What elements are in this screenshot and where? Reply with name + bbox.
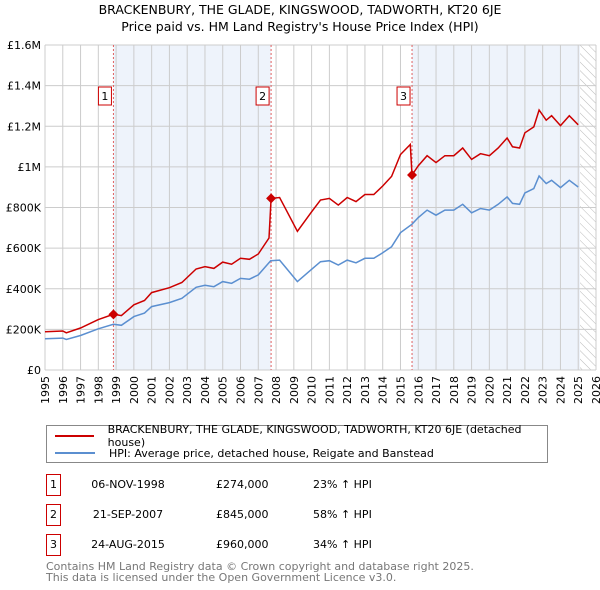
x-tick-label: 1998 (92, 376, 105, 404)
x-tick-label: 2003 (181, 376, 194, 404)
x-tick-label: 2011 (323, 376, 336, 404)
sale-label-box (396, 86, 411, 106)
x-tick-label: 2015 (394, 376, 407, 404)
sale-number: 1 (46, 474, 61, 496)
sale-number: 2 (46, 504, 61, 526)
property-price-line (44, 108, 579, 334)
x-tick-label: 2021 (501, 376, 514, 404)
sale-price: £845,000 (216, 508, 269, 521)
sale-price: £274,000 (216, 478, 269, 491)
y-tick-label: £1.4M (7, 80, 41, 93)
legend-item-property: BRACKENBURY, THE GLADE, KINGSWOOD, TADWO… (55, 423, 547, 449)
x-tick-label: 2007 (252, 376, 265, 404)
chart-title: BRACKENBURY, THE GLADE, KINGSWOOD, TADWO… (98, 2, 502, 17)
y-tick-label: £1M (18, 161, 42, 174)
chart-subtitle: Price paid vs. HM Land Registry's House … (121, 19, 479, 34)
x-tick-label: 1999 (110, 376, 123, 404)
x-tick-label: 2014 (377, 376, 390, 404)
x-tick-label: 2006 (235, 376, 248, 404)
x-tick-label: 2023 (537, 376, 550, 404)
x-tick-label: 2024 (554, 376, 567, 404)
sale-point (407, 170, 418, 180)
x-tick-label: 1995 (39, 376, 52, 404)
sale-date: 24-AUG-2015 (91, 538, 165, 551)
x-tick-label: 2010 (306, 376, 319, 404)
sale-hpi-diff: 23% ↑ HPI (313, 478, 372, 491)
sale-label-box (255, 86, 270, 106)
sale-label: 3 (400, 90, 407, 103)
sale-row: 3 24-AUG-2015 £960,000 34% ↑ HPI (46, 534, 546, 556)
legend-label: BRACKENBURY, THE GLADE, KINGSWOOD, TADWO… (107, 423, 522, 449)
x-tick-label: 2001 (146, 376, 159, 404)
x-tick-label: 2020 (483, 376, 496, 404)
sale-label-box (97, 86, 112, 106)
x-tick-label: 1996 (57, 376, 70, 404)
sale-price: £960,000 (216, 538, 269, 551)
footer-licence: This data is licensed under the Open Gov… (46, 571, 397, 584)
y-tick-label: £600K (6, 242, 42, 255)
y-tick-label: £0 (27, 364, 41, 377)
y-tick-label: £400K (6, 283, 42, 296)
legend: BRACKENBURY, THE GLADE, KINGSWOOD, TADWO… (46, 423, 548, 463)
x-tick-label: 2004 (199, 376, 212, 404)
y-tick-label: £1.6M (7, 39, 41, 52)
price-chart: 1995 1996 1997 1998 1999 2000 2001 2002 2003 2004… (6, 39, 600, 404)
sale-date: 06-NOV-1998 (91, 478, 165, 491)
y-tick-label: £800K (6, 202, 42, 215)
sale-point (108, 309, 119, 320)
x-tick-label: 2018 (448, 376, 461, 404)
x-tick-label: 2009 (288, 376, 301, 404)
hpi-line (44, 174, 579, 341)
legend-item-hpi: HPI: Average price, detached house, Reig… (55, 445, 434, 461)
x-tick-label: 2026 (590, 376, 600, 404)
x-tick-label: 2005 (217, 376, 230, 404)
sale-row: 1 06-NOV-1998 £274,000 23% ↑ HPI (46, 474, 546, 496)
sale-label: 1 (101, 90, 108, 103)
x-tick-label: 2019 (466, 376, 479, 404)
sale-row: 2 21-SEP-2007 £845,000 58% ↑ HPI (46, 504, 546, 526)
sale-date: 21-SEP-2007 (92, 508, 164, 521)
footer-copyright: Contains HM Land Registry data © Crown c… (46, 560, 474, 573)
x-tick-label: 2017 (430, 376, 443, 404)
sale-hpi-diff: 34% ↑ HPI (313, 538, 372, 551)
sale-number: 3 (46, 534, 61, 556)
x-tick-label: 2013 (359, 376, 372, 404)
x-tick-label: 2000 (128, 376, 141, 404)
x-tick-label: 2022 (519, 376, 532, 404)
y-tick-label: £1.2M (7, 120, 41, 133)
legend-swatch-hpi (55, 452, 95, 454)
x-tick-label: 2012 (341, 376, 354, 404)
legend-swatch-property (55, 435, 94, 437)
x-tick-label: 1997 (75, 376, 88, 404)
legend-label: HPI: Average price, detached house, Reig… (109, 446, 434, 460)
sale-point (266, 193, 277, 204)
y-tick-label: £200K (6, 323, 42, 336)
x-tick-label: 2002 (163, 376, 176, 404)
sale-hpi-diff: 58% ↑ HPI (313, 508, 372, 521)
x-tick-label: 2008 (270, 376, 283, 404)
x-tick-label: 2025 (572, 376, 585, 404)
sale-label: 2 (259, 90, 266, 103)
x-tick-label: 2016 (412, 376, 425, 404)
